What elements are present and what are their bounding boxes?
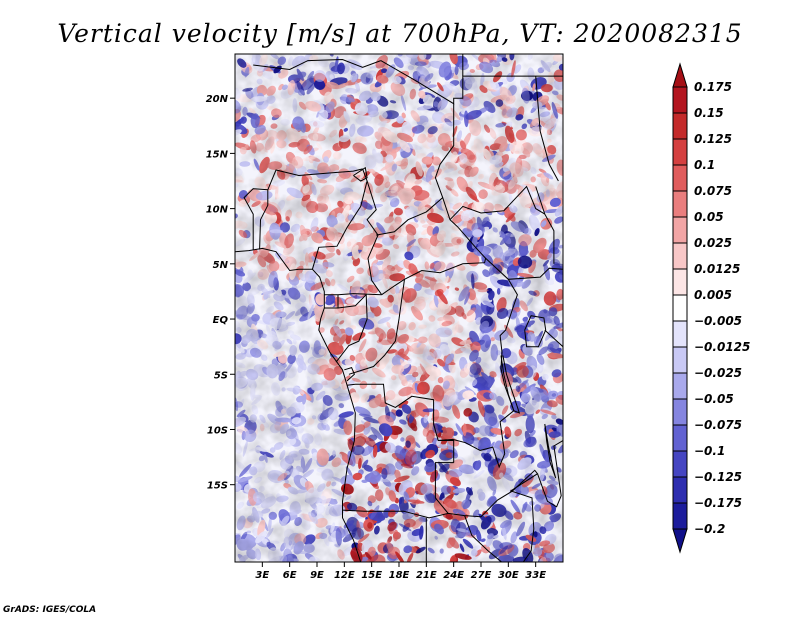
country-border (485, 257, 563, 280)
colorbar-label: 0.0125 (694, 262, 740, 276)
colorbar-label: −0.125 (694, 470, 742, 484)
colorbar: 0.175 0.15 0.125 0.1 0.075 0.05 0.025 0.0125 0.0… (672, 62, 750, 554)
colorbar-label: 0.175 (694, 80, 732, 94)
colorbar-label: −0.0125 (694, 340, 750, 354)
colorbar-label: 0.025 (694, 236, 732, 250)
colorbar-swatch (672, 320, 688, 348)
country-border (344, 366, 355, 382)
x-tick-label: 18E (389, 570, 410, 581)
colorbar-swatch (672, 398, 688, 426)
colorbar-min-arrow (672, 528, 688, 554)
x-tick-label: 27E (471, 570, 492, 581)
x-tick-label: 21E (416, 570, 437, 581)
colorbar-label: −0.025 (694, 366, 742, 380)
colorbar-label: −0.1 (694, 444, 725, 458)
y-tick-label: 5S (214, 370, 228, 381)
colorbar-swatch (672, 372, 688, 400)
country-border (243, 188, 268, 250)
x-tick-label: 3E (255, 570, 269, 581)
colorbar-swatch (672, 424, 688, 452)
colorbar-label: 0.15 (694, 106, 724, 120)
country-border (335, 293, 368, 363)
colorbar-label: −0.2 (694, 522, 725, 536)
colorbar-swatch (672, 294, 688, 322)
country-border (499, 279, 518, 411)
colorbar-label: 0.075 (694, 184, 732, 198)
x-tick-label: 33E (525, 570, 546, 581)
colorbar-swatch (672, 268, 688, 296)
country-border (438, 410, 515, 469)
y-tick-label: 10S (207, 425, 228, 436)
y-tick-label: 15S (207, 481, 228, 492)
y-tick-label: 20N (206, 94, 229, 105)
x-tick-label: 12E (334, 570, 355, 581)
country-border (537, 440, 563, 508)
x-tick-label: 9E (310, 570, 324, 581)
colorbar-swatch (672, 216, 688, 244)
x-tick-label: 30E (498, 570, 519, 581)
colorbar-swatch (672, 112, 688, 140)
colorbar-swatch (672, 450, 688, 478)
colorbar-label: 0.125 (694, 132, 732, 146)
colorbar-label: −0.075 (694, 418, 742, 432)
country-border (342, 509, 465, 519)
country-border (324, 293, 382, 296)
colorbar-swatch (672, 242, 688, 270)
chart-title: Vertical velocity [m/s] at 700hPa, VT: 2… (57, 19, 742, 48)
country-border (434, 103, 455, 198)
colorbar-swatch (672, 346, 688, 374)
country-border (544, 329, 563, 348)
y-tick-label: EQ (213, 315, 229, 326)
colorbar-label: −0.175 (694, 496, 742, 510)
country-border (253, 58, 381, 71)
country-border (267, 168, 363, 190)
x-tick-label: 15E (361, 570, 382, 581)
country-border (353, 166, 368, 182)
y-tick-label: 10N (206, 205, 229, 216)
country-border (434, 462, 454, 514)
y-tick-label: 15N (206, 149, 229, 160)
x-tick-label: 6E (283, 570, 297, 581)
country-border (348, 278, 406, 375)
colorbar-swatch (672, 476, 688, 504)
colorbar-label: 0.1 (694, 158, 715, 172)
country-border (404, 227, 487, 280)
colorbar-label: 0.05 (694, 210, 724, 224)
colorbar-label: −0.05 (694, 392, 734, 406)
colorbar-label: 0.005 (694, 288, 732, 302)
colorbar-swatch (672, 86, 688, 114)
y-tick-label: 5N (213, 260, 229, 271)
colorbar-swatch (672, 164, 688, 192)
map-field (235, 54, 563, 562)
country-border (464, 490, 535, 562)
colorbar-swatch (672, 502, 688, 530)
x-tick-label: 24E (443, 570, 464, 581)
colorbar-max-arrow (672, 62, 688, 88)
country-border (524, 315, 547, 348)
country-border (535, 76, 559, 182)
country-border (500, 355, 521, 414)
grads-credit: GrADS: IGES/COLA (3, 605, 96, 615)
country-border (259, 189, 269, 250)
country-border (449, 185, 546, 221)
country-border (535, 186, 555, 264)
colorbar-swatch (672, 138, 688, 166)
country-border (235, 247, 362, 562)
colorbar-swatch (672, 190, 688, 218)
colorbar-label: −0.005 (694, 314, 742, 328)
country-border (544, 423, 557, 479)
